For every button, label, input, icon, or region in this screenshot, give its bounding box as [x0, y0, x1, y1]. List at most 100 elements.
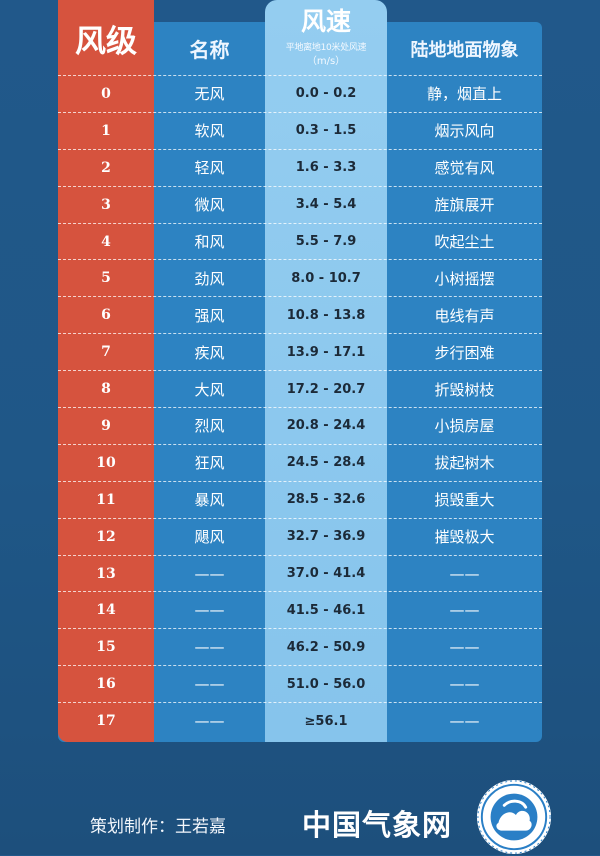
table-row: 16 —— 51.0 - 56.0 —— [58, 665, 542, 702]
level-cell: 16 [96, 676, 116, 693]
speed-cell: 41.5 - 46.1 [286, 602, 366, 618]
level-cell: 13 [96, 565, 116, 582]
table-row: 0 无风 0.0 - 0.2 静，烟直上 [58, 75, 542, 112]
level-cell: 4 [101, 233, 111, 250]
level-cell: 12 [96, 528, 116, 545]
header-land-phenomena: 陆地地面物象 [410, 40, 519, 61]
name-cell: —— [194, 712, 225, 731]
speed-cell: 1.6 - 3.3 [295, 160, 357, 176]
level-cell: 3 [101, 196, 111, 213]
land-phenomena-cell: —— [449, 712, 480, 731]
name-cell: —— [194, 638, 225, 657]
header-level: 风级 [75, 24, 137, 60]
header-speed: 风速 [300, 7, 351, 36]
level-cell: 8 [101, 381, 111, 398]
land-phenomena-cell: 步行困难 [434, 343, 495, 362]
land-phenomena-cell: 摧毁极大 [434, 528, 495, 547]
table-row: 10 狂风 24.5 - 28.4 拔起树木 [58, 443, 542, 481]
land-phenomena-cell: 小树摇摆 [434, 269, 495, 288]
name-cell: 轻风 [194, 159, 225, 178]
land-phenomena-cell: 旌旗展开 [434, 196, 495, 215]
name-cell: 飓风 [194, 528, 225, 547]
speed-cell: 10.8 - 13.8 [286, 307, 366, 323]
table-row: 15 —— 46.2 - 50.9 —— [58, 628, 542, 665]
table-row: 17 —— ≥56.1 —— [58, 702, 542, 739]
land-phenomena-cell: 感觉有风 [434, 159, 495, 178]
level-cell: 11 [96, 491, 116, 508]
land-phenomena-cell: 电线有声 [434, 306, 495, 325]
speed-cell: 17.2 - 20.7 [286, 381, 366, 397]
name-cell: 暴风 [194, 491, 225, 510]
table-row: 8 大风 17.2 - 20.7 折毁树枝 [58, 370, 542, 407]
land-phenomena-cell: —— [449, 675, 480, 694]
table-row: 4 和风 5.5 - 7.9 吹起尘土 [58, 222, 542, 260]
speed-cell: 46.2 - 50.9 [286, 639, 366, 655]
table-row: 6 强风 10.8 - 13.8 电线有声 [58, 296, 542, 333]
name-cell: 烈风 [194, 417, 225, 436]
level-cell: 2 [101, 159, 111, 176]
table-row: 9 烈风 20.8 - 24.4 小损房屋 [58, 407, 542, 444]
credit-text: 策划制作：王若嘉 [90, 817, 226, 837]
table-row: 5 劲风 8.0 - 10.7 小树摇摆 [58, 259, 542, 296]
name-cell: 无风 [194, 85, 225, 104]
speed-cell: 20.8 - 24.4 [286, 418, 366, 434]
name-cell: 劲风 [194, 269, 225, 288]
wind-scale-table: 0 无风 0.0 - 0.2 静，烟直上 1 软风 0.3 - 1.5 烟示风向 2 轻风 1.6 … [58, 75, 542, 739]
land-phenomena-cell: 烟示风向 [434, 122, 495, 141]
land-phenomena-cell: —— [449, 601, 480, 620]
name-cell: 强风 [194, 306, 225, 325]
speed-cell: ≥56.1 [304, 713, 348, 729]
speed-cell: 37.0 - 41.4 [286, 566, 366, 582]
level-cell: 10 [96, 454, 116, 471]
name-cell: 软风 [194, 122, 225, 141]
speed-cell: 51.0 - 56.0 [286, 676, 366, 692]
speed-cell: 3.4 - 5.4 [295, 197, 357, 213]
table-row: 13 —— 37.0 - 41.4 —— [58, 554, 542, 592]
speed-cell: 13.9 - 17.1 [286, 344, 366, 360]
table-row: 7 疾风 13.9 - 17.1 步行困难 [58, 333, 542, 370]
level-cell: 15 [96, 639, 116, 656]
level-cell: 7 [101, 344, 111, 361]
name-cell: 微风 [194, 196, 225, 215]
brand-name: 中国气象网 [302, 808, 453, 842]
table-row: 2 轻风 1.6 - 3.3 感觉有风 [58, 148, 542, 186]
speed-cell: 32.7 - 36.9 [286, 529, 366, 545]
table-row: 3 微风 3.4 - 5.4 旌旗展开 [58, 185, 542, 223]
table-row: 1 软风 0.3 - 1.5 烟示风向 [58, 111, 542, 149]
land-phenomena-cell: 静，烟直上 [426, 85, 502, 104]
speed-cell: 0.0 - 0.2 [295, 86, 357, 102]
speed-cell: 5.5 - 7.9 [295, 234, 357, 249]
level-cell: 0 [101, 85, 111, 102]
name-cell: —— [194, 675, 225, 694]
cma-logo-icon [476, 779, 552, 855]
name-cell: 和风 [194, 233, 225, 251]
name-cell: 大风 [194, 380, 225, 399]
table-row: 14 —— 41.5 - 46.1 —— [58, 591, 542, 628]
name-cell: 疾风 [194, 343, 225, 362]
speed-cell: 8.0 - 10.7 [291, 270, 361, 286]
land-phenomena-cell: 吹起尘土 [434, 233, 495, 251]
speed-cell: 28.5 - 32.6 [286, 492, 366, 508]
speed-cell: 24.5 - 28.4 [286, 455, 366, 471]
land-phenomena-cell: 小损房屋 [434, 417, 495, 436]
table-row: 11 暴风 28.5 - 32.6 损毁重大 [58, 480, 542, 518]
level-cell: 9 [101, 417, 111, 434]
level-cell: 6 [101, 307, 111, 324]
level-cell: 14 [96, 602, 116, 619]
land-phenomena-cell: 折毁树枝 [434, 380, 495, 399]
header-speed-subtitle: 平地离地10米处风速 [285, 43, 367, 53]
land-phenomena-cell: —— [449, 638, 480, 657]
level-cell: 5 [101, 270, 111, 287]
level-cell: 17 [96, 713, 116, 730]
header-speed-unit: （m/s） [306, 56, 346, 67]
land-phenomena-cell: —— [449, 564, 480, 583]
header-name: 名称 [189, 38, 230, 62]
land-phenomena-cell: 拔起树木 [434, 454, 495, 473]
name-cell: 狂风 [194, 454, 225, 473]
name-cell: —— [194, 564, 225, 583]
speed-cell: 0.3 - 1.5 [295, 123, 357, 139]
table-row: 12 飓风 32.7 - 36.9 摧毁极大 [58, 517, 542, 555]
level-cell: 1 [101, 122, 111, 139]
name-cell: —— [194, 601, 225, 620]
land-phenomena-cell: 损毁重大 [434, 491, 495, 510]
